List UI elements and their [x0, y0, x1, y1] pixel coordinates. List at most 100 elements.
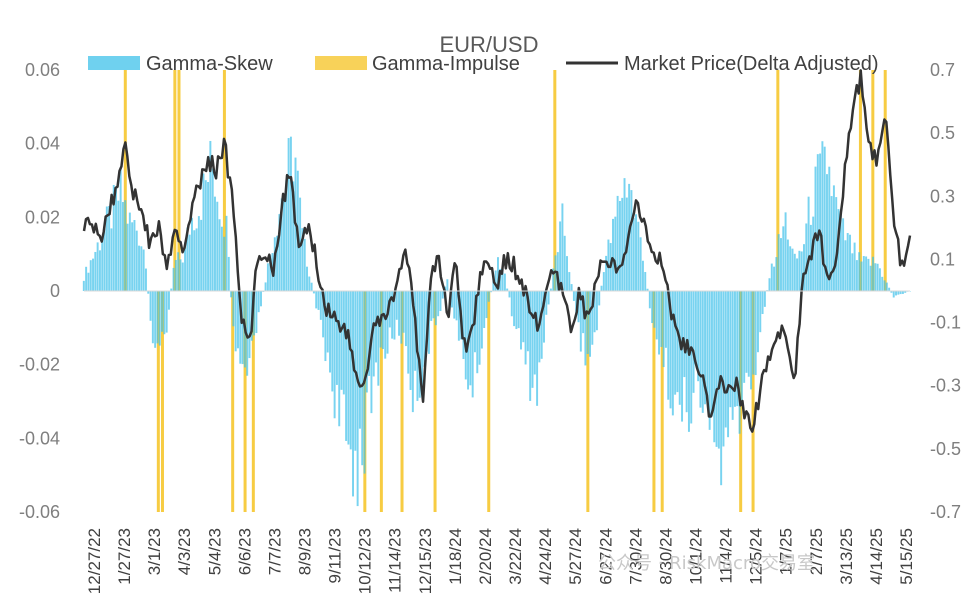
gamma-skew-bar [520, 291, 522, 350]
gamma-skew-bar [105, 206, 108, 291]
gamma-skew-bar [386, 291, 389, 354]
gamma-skew-bar [177, 252, 180, 291]
x-axis-tick: 3/1/23 [145, 528, 164, 575]
gamma-skew-bar [897, 291, 900, 295]
gamma-skew-bar [678, 291, 681, 405]
x-axis-tick: 10/1/24 [687, 528, 706, 585]
gamma-skew-bar [736, 291, 739, 407]
gamma-skew-bar [754, 291, 757, 376]
gamma-skew-bar [487, 291, 490, 302]
gamma-skew-bar [529, 291, 532, 401]
gamma-skew-bar [167, 291, 170, 310]
gamma-skew-bar [89, 260, 92, 291]
gamma-skew-bar [685, 291, 688, 413]
gamma-skew-bar [163, 291, 166, 335]
gamma-skew-bar [814, 166, 817, 291]
gamma-skew-bar [883, 280, 886, 291]
x-axis-tick: 3/22/24 [506, 528, 525, 585]
gamma-skew-bar [895, 291, 897, 296]
gamma-skew-bar [418, 291, 421, 398]
gamma-skew-bar [724, 291, 727, 428]
gamma-skew-bar [798, 250, 801, 291]
gamma-skew-bar [335, 291, 338, 385]
gamma-skew-bar [662, 291, 665, 368]
gamma-skew-bar [593, 291, 596, 333]
gamma-skew-bar [899, 291, 902, 295]
gamma-skew-bar [462, 291, 465, 360]
gamma-skew-bar [543, 291, 545, 343]
gamma-skew-bar [464, 291, 467, 380]
gamma-skew-bar [768, 278, 771, 291]
gamma-impulse-bar [231, 291, 235, 512]
gamma-impulse-bar [652, 291, 656, 512]
gamma-skew-bar [733, 291, 736, 407]
gamma-skew-bar [289, 136, 292, 291]
x-axis-tick: 4/14/25 [867, 528, 886, 585]
gamma-skew-bar [890, 291, 893, 293]
gamma-skew-bar [119, 167, 122, 291]
gamma-skew-bar [432, 291, 435, 319]
gamma-skew-bar [377, 291, 380, 386]
gamma-skew-bar [94, 251, 97, 291]
gamma-skew-bar [823, 146, 826, 291]
gamma-skew-bar [605, 255, 608, 291]
gamma-skew-bar [860, 261, 863, 291]
gamma-skew-bar [103, 228, 106, 291]
gamma-skew-bar [248, 291, 251, 359]
gamma-skew-bar [867, 258, 870, 291]
left-axis-tick: 0 [50, 281, 60, 301]
gamma-skew-bar [149, 291, 152, 321]
gamma-skew-bar [701, 291, 704, 413]
gamma-skew-bar [324, 291, 327, 362]
gamma-skew-bar [423, 291, 426, 367]
gamma-skew-bar [441, 291, 444, 299]
gamma-skew-bar [618, 200, 621, 291]
gamma-skew-bar [393, 291, 396, 340]
gamma-skew-bar [591, 291, 594, 345]
gamma-skew-bar [450, 291, 453, 308]
right-axis-tick: -0.1 [930, 313, 961, 333]
gamma-skew-bar [715, 291, 718, 447]
gamma-skew-bar [190, 217, 193, 291]
gamma-skew-bar [200, 219, 203, 291]
gamma-skew-bar [264, 282, 267, 291]
gamma-skew-bar [545, 291, 548, 315]
gamma-skew-bar [207, 182, 210, 291]
left-axis-tick: 0.02 [25, 207, 60, 227]
gamma-skew-bar [395, 291, 398, 320]
gamma-skew-bar [855, 260, 858, 291]
gamma-skew-bar [455, 291, 458, 321]
gamma-skew-bar [844, 240, 847, 291]
gamma-skew-bar [892, 291, 895, 298]
gamma-skew-bar [333, 291, 336, 419]
x-axis-tick: 5/4/23 [205, 528, 224, 575]
gamma-skew-bar [126, 223, 129, 291]
gamma-impulse-bar [123, 70, 127, 291]
gamma-skew-bar [391, 291, 394, 339]
gamma-skew-bar [621, 197, 624, 291]
gamma-skew-bar [340, 291, 343, 390]
gamma-skew-bar [285, 180, 288, 291]
gamma-skew-bar [690, 291, 693, 424]
gamma-skew-bar [839, 211, 842, 291]
gamma-skew-bar [404, 291, 407, 347]
gamma-skew-bar [791, 248, 794, 291]
right-axis-tick: -0.7 [930, 502, 961, 522]
gamma-skew-bar [786, 239, 789, 291]
gamma-skew-bar [536, 291, 539, 406]
gamma-skew-bar [717, 291, 720, 449]
x-axis: 12/27/22 1/27/23 3/1/23 4/3/23 5/4/23 6/6/23 7… [85, 528, 916, 594]
gamma-skew-bar [630, 190, 633, 291]
gamma-impulse-bar [487, 291, 491, 512]
gamma-skew-bar [172, 267, 175, 291]
gamma-skew-bar [400, 291, 403, 344]
gamma-skew-bar [312, 291, 315, 294]
gamma-skew-bar [508, 291, 511, 298]
gamma-skew-bar [796, 258, 799, 291]
gamma-skew-bar [352, 291, 354, 497]
x-axis-tick: 5/15/25 [897, 528, 916, 585]
gamma-skew-bar [676, 291, 679, 393]
gamma-skew-bar [635, 214, 637, 291]
gamma-skew-bar [497, 257, 499, 291]
gamma-skew-bar [849, 234, 851, 291]
